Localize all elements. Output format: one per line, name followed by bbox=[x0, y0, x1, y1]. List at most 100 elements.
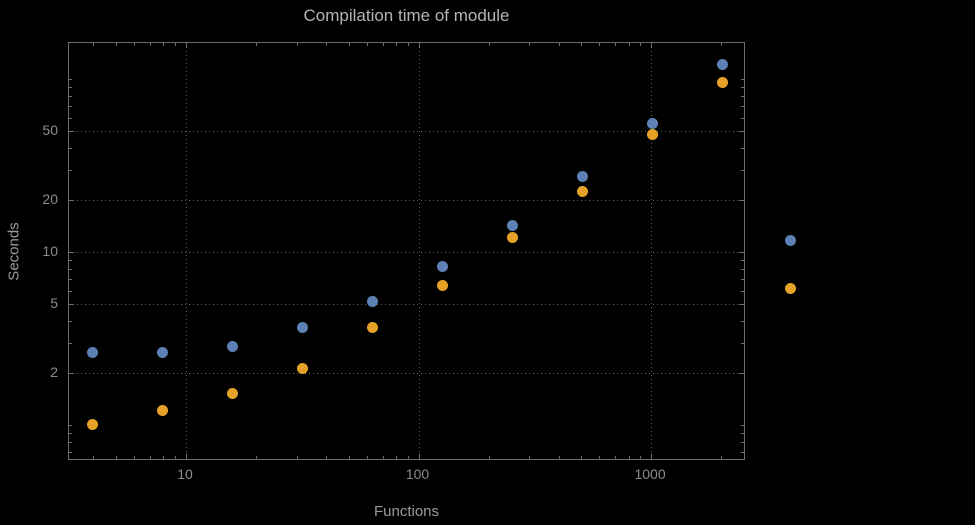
axis-tick bbox=[348, 43, 350, 46]
axis-tick bbox=[366, 456, 368, 459]
y-gridline bbox=[69, 304, 744, 306]
axis-tick bbox=[382, 456, 384, 459]
axis-tick bbox=[69, 342, 72, 344]
axis-tick bbox=[741, 106, 744, 108]
data-point-blue bbox=[506, 220, 518, 232]
data-point-orange bbox=[226, 388, 238, 400]
axis-tick bbox=[69, 117, 72, 119]
axis-tick bbox=[69, 200, 74, 202]
x-tick-label: 10 bbox=[177, 466, 193, 482]
axis-tick bbox=[741, 95, 744, 97]
axis-tick bbox=[69, 148, 72, 150]
y-gridline bbox=[69, 373, 744, 375]
axis-tick bbox=[134, 456, 136, 459]
axis-tick bbox=[741, 260, 744, 262]
data-point-orange bbox=[576, 186, 588, 198]
axis-tick bbox=[175, 43, 177, 46]
x-tick-label: 1000 bbox=[634, 466, 666, 482]
axis-tick bbox=[640, 456, 642, 459]
axis-tick bbox=[185, 43, 187, 48]
axis-tick bbox=[93, 456, 95, 459]
data-point-orange bbox=[506, 231, 518, 243]
axis-tick bbox=[296, 43, 298, 46]
axis-tick bbox=[163, 43, 165, 46]
axis-tick bbox=[255, 43, 257, 46]
y-gridline bbox=[69, 200, 744, 202]
axis-tick bbox=[741, 79, 744, 81]
axis-tick bbox=[488, 43, 490, 46]
axis-tick bbox=[115, 43, 117, 46]
x-gridline bbox=[185, 43, 187, 459]
axis-tick bbox=[69, 278, 72, 280]
axis-tick bbox=[69, 79, 72, 81]
axis-tick bbox=[69, 304, 74, 306]
axis-tick bbox=[115, 456, 117, 459]
y-tick-label: 5 bbox=[50, 295, 58, 312]
axis-tick bbox=[599, 456, 601, 459]
axis-tick bbox=[741, 425, 744, 427]
axis-tick bbox=[741, 290, 744, 292]
axis-tick bbox=[69, 290, 72, 292]
chart-title: Compilation time of module bbox=[303, 6, 510, 25]
axis-tick bbox=[739, 252, 744, 254]
axis-tick bbox=[741, 87, 744, 89]
axis-tick bbox=[488, 456, 490, 459]
axis-tick bbox=[395, 43, 397, 46]
axis-tick bbox=[741, 441, 744, 443]
data-point-blue bbox=[436, 260, 448, 272]
x-tick-label: 100 bbox=[405, 466, 430, 482]
axis-tick bbox=[640, 43, 642, 46]
axis-tick bbox=[741, 268, 744, 270]
axis-tick bbox=[69, 373, 74, 375]
axis-tick bbox=[149, 456, 151, 459]
axis-tick bbox=[628, 456, 630, 459]
data-point-blue bbox=[716, 59, 728, 71]
axis-tick bbox=[418, 43, 420, 48]
axis-tick bbox=[69, 425, 72, 427]
axis-tick bbox=[149, 43, 151, 46]
axis-tick bbox=[395, 456, 397, 459]
axis-tick bbox=[739, 373, 744, 375]
axis-tick bbox=[418, 454, 420, 459]
axis-tick bbox=[739, 304, 744, 306]
axis-tick bbox=[382, 43, 384, 46]
x-gridline bbox=[418, 43, 420, 459]
axis-tick bbox=[69, 268, 72, 270]
plot-frame bbox=[68, 42, 745, 460]
axis-tick bbox=[741, 451, 744, 453]
axis-tick bbox=[407, 43, 409, 46]
axis-tick bbox=[628, 43, 630, 46]
axis-tick bbox=[69, 252, 74, 254]
axis-tick bbox=[741, 342, 744, 344]
y-gridline bbox=[69, 131, 744, 133]
y-gridline bbox=[69, 252, 744, 254]
axis-tick bbox=[185, 454, 187, 459]
data-point-orange bbox=[86, 418, 98, 430]
axis-tick bbox=[651, 454, 653, 459]
axis-tick bbox=[615, 456, 617, 459]
axis-tick bbox=[741, 117, 744, 119]
axis-tick bbox=[529, 456, 531, 459]
axis-tick bbox=[741, 433, 744, 434]
axis-tick bbox=[558, 456, 560, 459]
axis-tick bbox=[348, 456, 350, 459]
axis-tick bbox=[69, 451, 72, 453]
axis-tick bbox=[558, 43, 560, 46]
axis-tick bbox=[739, 200, 744, 202]
axis-tick bbox=[296, 456, 298, 459]
axis-tick bbox=[69, 320, 72, 322]
y-tick-label: 50 bbox=[42, 122, 58, 139]
data-point-orange bbox=[436, 280, 448, 292]
y-tick-label: 20 bbox=[42, 191, 58, 208]
data-point-blue bbox=[646, 117, 658, 129]
data-point-orange bbox=[646, 129, 658, 141]
y-tick-label: 2 bbox=[50, 364, 58, 381]
axis-tick bbox=[407, 456, 409, 459]
data-point-blue bbox=[296, 322, 308, 334]
axis-tick bbox=[163, 456, 165, 459]
axis-tick bbox=[69, 131, 74, 133]
axis-tick bbox=[741, 320, 744, 322]
axis-tick bbox=[255, 456, 257, 459]
x-gridline bbox=[651, 43, 653, 459]
